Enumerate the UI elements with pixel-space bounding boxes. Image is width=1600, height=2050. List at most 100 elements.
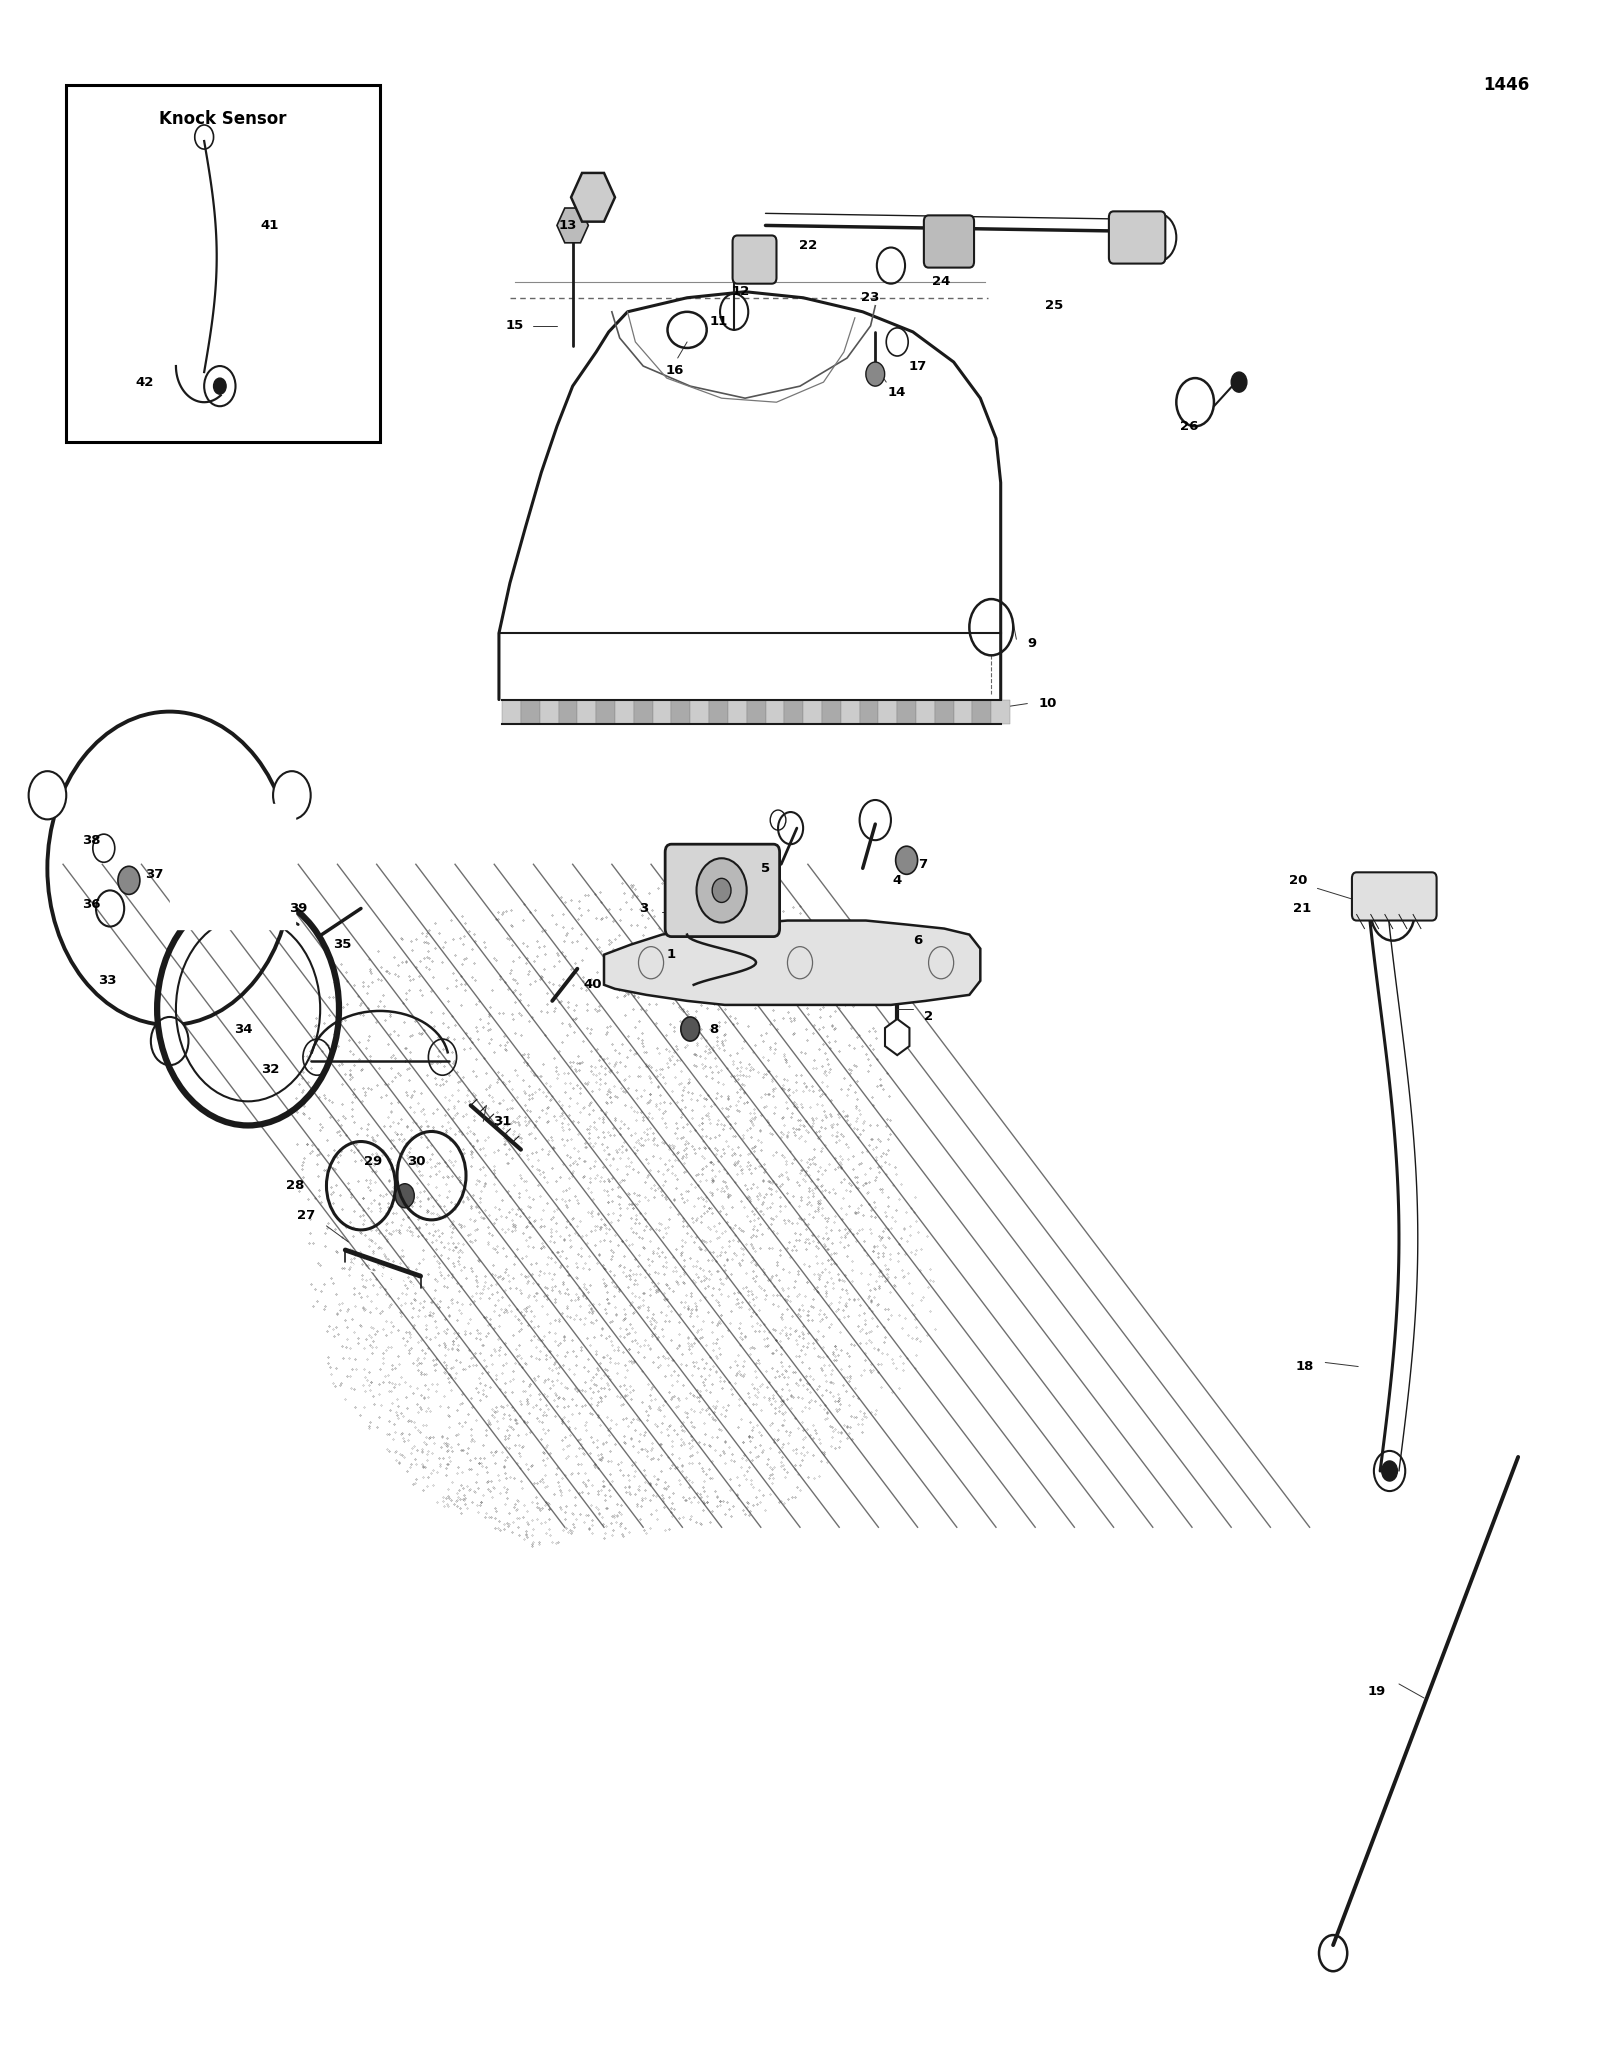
Point xyxy=(363,1154,389,1187)
Point xyxy=(430,1189,456,1222)
Point xyxy=(693,1363,718,1396)
Point xyxy=(518,1246,544,1279)
Point xyxy=(410,1158,435,1191)
Point xyxy=(501,1248,526,1281)
Point xyxy=(355,976,381,1009)
Point xyxy=(693,1132,718,1164)
Point xyxy=(733,1320,758,1353)
Point xyxy=(414,1060,440,1093)
Point xyxy=(397,1041,422,1074)
Point xyxy=(483,1492,509,1525)
Point xyxy=(829,1220,854,1253)
Point xyxy=(738,1222,763,1255)
Point xyxy=(797,1359,822,1392)
Point xyxy=(678,1439,704,1472)
Point xyxy=(674,1382,699,1414)
Point xyxy=(718,1132,744,1164)
Point xyxy=(722,1107,747,1140)
Point xyxy=(394,1453,419,1486)
Point xyxy=(358,1195,384,1228)
Point xyxy=(696,1392,722,1425)
Point xyxy=(646,920,672,953)
Point xyxy=(696,1359,722,1392)
Point xyxy=(685,1314,710,1347)
Point xyxy=(763,1259,789,1292)
Point xyxy=(635,1439,661,1472)
Point xyxy=(547,1304,573,1337)
Point xyxy=(570,1437,595,1470)
Point xyxy=(698,1121,723,1154)
Point xyxy=(384,1148,410,1181)
Point xyxy=(315,1207,341,1240)
Point xyxy=(592,1380,618,1412)
Point xyxy=(558,1156,584,1189)
Point xyxy=(570,1374,595,1406)
Point xyxy=(870,1236,896,1269)
Point xyxy=(670,1156,696,1189)
Point xyxy=(376,1164,402,1197)
Point xyxy=(757,1191,782,1224)
Point xyxy=(674,1482,699,1515)
Point xyxy=(542,1052,568,1084)
Point xyxy=(400,964,426,996)
Point xyxy=(573,1273,598,1306)
Point xyxy=(565,1423,590,1455)
Point xyxy=(806,1298,832,1330)
Point xyxy=(869,1068,894,1101)
Point xyxy=(451,974,477,1007)
Point xyxy=(704,992,730,1025)
Point xyxy=(830,1062,856,1095)
Point xyxy=(725,1283,750,1316)
Point xyxy=(512,1300,538,1332)
Point xyxy=(498,953,523,986)
Point xyxy=(552,918,578,951)
Point xyxy=(805,1162,830,1195)
Circle shape xyxy=(866,363,885,385)
Point xyxy=(504,1503,530,1535)
Point xyxy=(525,1490,550,1523)
Point xyxy=(739,939,765,972)
Point xyxy=(813,1060,838,1093)
Point xyxy=(600,1142,626,1175)
Point xyxy=(408,1113,434,1146)
Point xyxy=(690,1472,715,1505)
Point xyxy=(443,964,469,996)
Point xyxy=(805,1171,830,1203)
Point xyxy=(328,1136,354,1168)
Point xyxy=(651,1212,677,1244)
Point xyxy=(562,1181,587,1214)
Text: 1: 1 xyxy=(667,949,675,961)
Point xyxy=(554,1490,579,1523)
Point xyxy=(432,1351,458,1384)
Point xyxy=(843,1093,869,1125)
Point xyxy=(813,1076,838,1109)
Point xyxy=(638,1265,664,1298)
Point xyxy=(530,1412,555,1445)
Point xyxy=(709,1298,734,1330)
Text: 39: 39 xyxy=(290,902,307,914)
Point xyxy=(426,1316,451,1349)
Point xyxy=(426,1146,451,1179)
Point xyxy=(837,1388,862,1421)
Point xyxy=(749,1080,774,1113)
Point xyxy=(661,1412,686,1445)
Text: 18: 18 xyxy=(1296,1359,1314,1374)
Point xyxy=(525,1468,550,1501)
Point xyxy=(624,908,650,941)
Point xyxy=(693,1234,718,1267)
Point xyxy=(547,1240,573,1273)
Point xyxy=(810,1103,835,1136)
Point xyxy=(438,1361,464,1394)
Point xyxy=(507,1400,533,1433)
Point xyxy=(723,890,749,923)
Point xyxy=(667,992,693,1025)
Point xyxy=(662,1451,688,1484)
Point xyxy=(675,1068,701,1101)
Point xyxy=(386,1314,411,1347)
Point xyxy=(491,1390,517,1423)
Point xyxy=(861,1234,886,1267)
Point xyxy=(493,1376,518,1408)
Point xyxy=(814,1019,840,1052)
Point xyxy=(342,1072,368,1105)
Point xyxy=(571,1351,597,1384)
